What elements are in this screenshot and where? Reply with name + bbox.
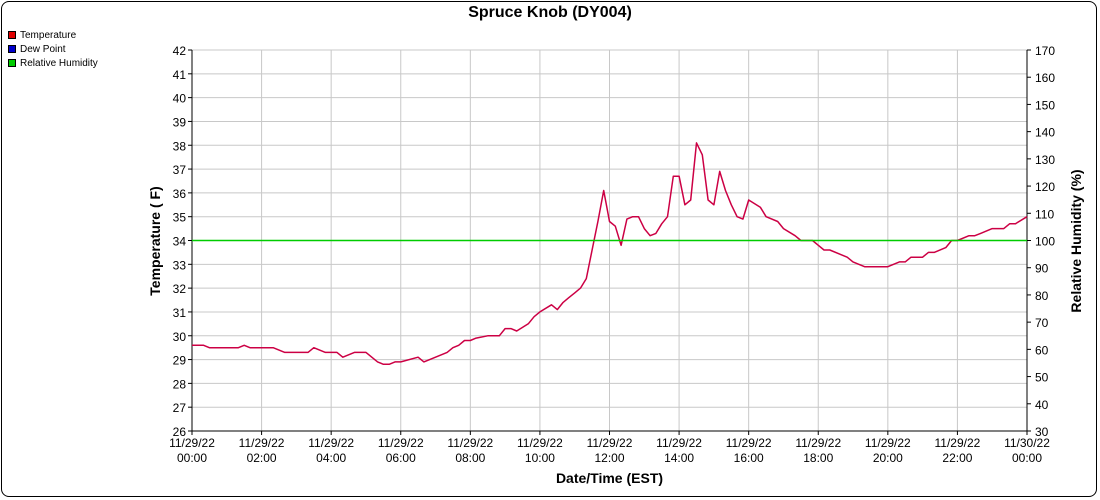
x-tick-label-time: 12:00 [594,451,624,465]
x-tick-label-date: 11/29/22 [308,436,354,450]
y-tick-label-right: 90 [1035,262,1049,276]
series-line-temperature [192,142,1028,366]
x-tick-label-time: 08:00 [455,451,485,465]
legend-swatch-relative-humidity [8,59,16,67]
legend-swatch-dew-point [8,45,16,53]
y-tick-label-left: 27 [173,401,187,415]
x-tick-label-time: 18:00 [803,451,833,465]
y-tick-label-left: 30 [173,330,187,344]
x-tick-label-date: 11/30/22 [1004,436,1050,450]
y-tick-label-left: 26 [173,425,187,439]
x-tick-label-time: 00:00 [1012,451,1042,465]
legend: Temperature Dew Point Relative Humidity [8,28,98,70]
y-tick-label-right: 130 [1035,153,1055,167]
x-tick-label-time: 22:00 [942,451,972,465]
chart-title: Spruce Knob (DY004) [468,4,632,21]
y-tick-label-right: 30 [1035,425,1049,439]
legend-item-dew-point: Dew Point [8,42,98,56]
y-tick-label-left: 41 [173,68,187,82]
y-tick-label-right: 160 [1035,71,1055,85]
y-tick-label-left: 39 [173,115,187,129]
y-tick-label-left: 36 [173,187,187,201]
x-tick-label-date: 11/29/22 [935,436,981,450]
y-tick-label-right: 60 [1035,343,1049,357]
y-axis-label-right: Relative Humidity (%) [1068,169,1084,313]
x-tick-label-date: 11/29/22 [239,436,285,450]
y-tick-label-left: 40 [173,92,187,106]
y-tick-label-right: 100 [1035,235,1055,249]
y-tick-label-left: 29 [173,354,187,368]
x-tick-label-date: 11/29/22 [447,436,493,450]
x-tick-label-date: 11/29/22 [587,436,633,450]
legend-item-temperature: Temperature [8,28,98,42]
y-tick-label-right: 40 [1035,398,1049,412]
y-tick-label-left: 34 [173,235,187,249]
x-tick-label-time: 10:00 [525,451,555,465]
y-tick-label-left: 38 [173,139,187,153]
y-tick-label-left: 31 [173,306,187,320]
y-axis-label-left: Temperature ( F) [147,186,163,296]
x-tick-label-date: 11/29/22 [517,436,563,450]
x-tick-label-date: 11/29/22 [378,436,424,450]
x-tick-label-date: 11/29/22 [865,436,911,450]
y-tick-label-left: 35 [173,211,187,225]
y-tick-label-right: 70 [1035,316,1049,330]
x-tick-label-date: 11/29/22 [169,436,215,450]
y-tick-label-left: 33 [173,258,187,272]
y-tick-label-right: 80 [1035,289,1049,303]
x-tick-label-date: 11/29/22 [726,436,772,450]
legend-swatch-temperature [8,31,16,39]
x-tick-label-date: 11/29/22 [795,436,841,450]
y-tick-label-right: 140 [1035,126,1055,140]
y-tick-label-left: 37 [173,163,187,177]
y-tick-label-right: 120 [1035,180,1055,194]
legend-item-relative-humidity: Relative Humidity [8,56,98,70]
y-tick-label-left: 42 [173,44,187,58]
legend-label-relative-humidity: Relative Humidity [20,57,98,69]
legend-label-temperature: Temperature [20,29,77,41]
x-tick-label-time: 02:00 [247,451,277,465]
x-tick-label-time: 16:00 [734,451,764,465]
x-axis-label: Date/Time (EST) [555,470,664,486]
x-tick-label-time: 06:00 [386,451,416,465]
legend-label-dew-point: Dew Point [20,43,66,55]
x-tick-label-time: 20:00 [873,451,903,465]
y-tick-label-right: 110 [1035,207,1054,221]
y-tick-label-right: 170 [1035,44,1055,58]
y-tick-label-left: 32 [173,282,187,296]
x-tick-label-time: 14:00 [664,451,694,465]
y-tick-label-right: 50 [1035,371,1049,385]
x-tick-label-time: 04:00 [316,451,346,465]
y-tick-label-right: 150 [1035,98,1055,112]
x-tick-label-time: 00:00 [177,451,207,465]
x-tick-label-date: 11/29/22 [656,436,702,450]
y-tick-label-left: 28 [173,377,187,391]
